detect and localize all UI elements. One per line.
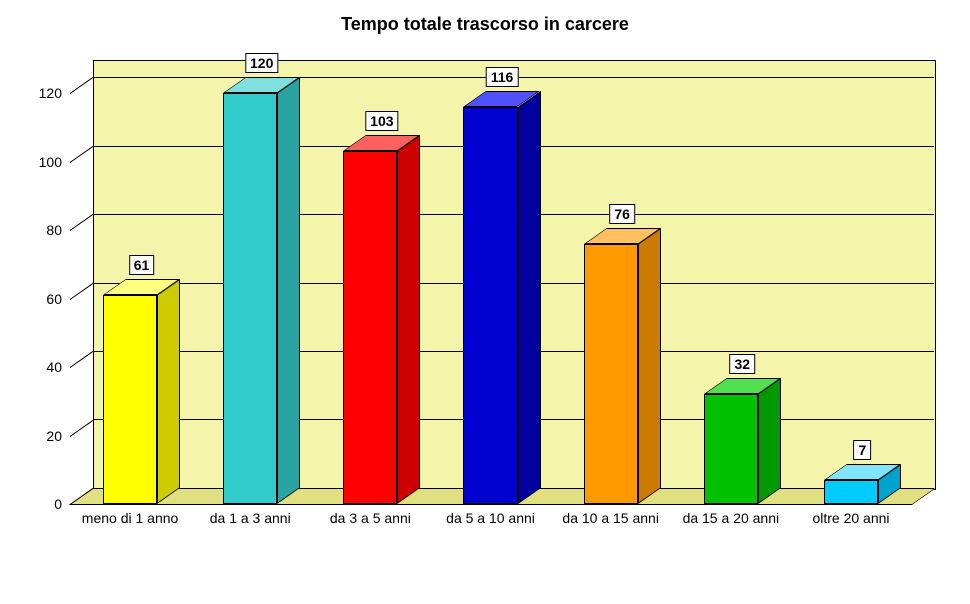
bar-value-label: 32 bbox=[730, 354, 756, 374]
bar-side bbox=[638, 228, 661, 504]
gridline-depth bbox=[70, 351, 94, 368]
bar-value-label: 116 bbox=[486, 67, 519, 87]
x-category-label: da 5 a 10 anni bbox=[446, 510, 535, 526]
bar bbox=[463, 107, 517, 504]
bar bbox=[704, 394, 758, 504]
bar bbox=[223, 93, 277, 504]
bar-side bbox=[518, 91, 541, 504]
gridline-depth bbox=[70, 214, 94, 231]
bar-front bbox=[103, 295, 157, 504]
bar-side bbox=[397, 135, 420, 504]
bar-front bbox=[584, 244, 638, 504]
bar-front bbox=[463, 107, 517, 504]
x-category-label: da 15 a 20 anni bbox=[683, 510, 780, 526]
y-tick-label: 80 bbox=[46, 222, 62, 238]
bar-side bbox=[157, 279, 180, 504]
bar-front bbox=[223, 93, 277, 504]
gridline-depth bbox=[70, 146, 94, 163]
y-tick-label: 0 bbox=[54, 496, 62, 512]
x-category-label: da 1 a 3 anni bbox=[210, 510, 291, 526]
bar-front bbox=[704, 394, 758, 504]
bar-chart-3d: Tempo totale trascorso in carcere 0 20 40 6… bbox=[0, 0, 970, 604]
bar bbox=[343, 151, 397, 504]
y-tick-label: 40 bbox=[46, 359, 62, 375]
gridline-depth bbox=[70, 283, 94, 300]
plot-area: 02040608010012061meno di 1 anno120da 1 a… bbox=[70, 60, 940, 530]
x-category-label: oltre 20 anni bbox=[812, 510, 889, 526]
bar-value-label: 103 bbox=[365, 111, 398, 131]
bar-value-label: 61 bbox=[129, 255, 155, 275]
bar-value-label: 120 bbox=[245, 53, 278, 73]
x-category-label: da 3 a 5 anni bbox=[330, 510, 411, 526]
chart-title: Tempo totale trascorso in carcere bbox=[0, 14, 970, 35]
bar-value-label: 7 bbox=[854, 440, 872, 460]
y-tick-label: 120 bbox=[39, 85, 62, 101]
bar-side bbox=[277, 77, 300, 504]
gridline-depth bbox=[70, 420, 94, 437]
y-tick-label: 100 bbox=[39, 154, 62, 170]
y-tick-label: 60 bbox=[46, 291, 62, 307]
bar-side bbox=[758, 378, 781, 504]
bar-front bbox=[343, 151, 397, 504]
bar bbox=[584, 244, 638, 504]
bar bbox=[824, 480, 878, 504]
bar bbox=[103, 295, 157, 504]
bar-front bbox=[824, 480, 878, 504]
x-category-label: da 10 a 15 anni bbox=[562, 510, 659, 526]
y-tick-label: 20 bbox=[46, 428, 62, 444]
bar-value-label: 76 bbox=[609, 204, 635, 224]
x-category-label: meno di 1 anno bbox=[82, 510, 179, 526]
gridline-depth bbox=[70, 77, 94, 94]
